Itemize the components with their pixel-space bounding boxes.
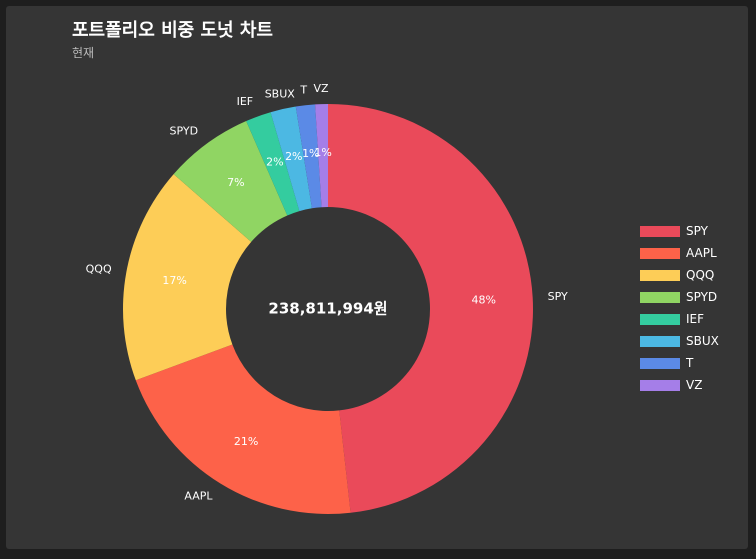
slice-ief[interactable]	[246, 112, 300, 216]
name-label-sbux: SBUX	[265, 87, 296, 100]
legend-label: QQQ	[686, 268, 715, 282]
slice-spyd[interactable]	[173, 121, 288, 242]
slice-aapl[interactable]	[135, 344, 351, 514]
legend-swatch	[640, 357, 680, 369]
name-label-ief: IEF	[237, 95, 254, 108]
legend-item-spyd[interactable]: SPYD	[640, 286, 740, 308]
slice-t[interactable]	[295, 104, 322, 209]
legend-swatch	[640, 335, 680, 347]
name-label-spyd: SPYD	[170, 124, 199, 137]
pct-label-sbux: 2%	[285, 150, 302, 163]
legend-label: AAPL	[686, 246, 717, 260]
chart-title: 포트폴리오 비중 도넛 차트	[72, 20, 273, 41]
legend-swatch	[640, 247, 680, 259]
name-label-aapl: AAPL	[184, 489, 213, 502]
legend-item-aapl[interactable]: AAPL	[640, 242, 740, 264]
slice-spy[interactable]	[328, 104, 533, 513]
name-label-spy: SPY	[548, 290, 568, 303]
name-label-qqq: QQQ	[86, 262, 112, 275]
legend-label: SPYD	[686, 290, 718, 304]
pct-label-qqq: 17%	[162, 274, 186, 287]
legend-label: T	[686, 356, 694, 370]
chart-subtitle: 현재	[72, 46, 95, 60]
slice-vz[interactable]	[315, 104, 328, 208]
legend-item-spy[interactable]: SPY	[640, 220, 740, 242]
pct-label-vz: 1%	[314, 146, 331, 159]
slice-sbux[interactable]	[270, 106, 312, 212]
legend-swatch	[640, 225, 680, 237]
pct-label-spy: 48%	[472, 293, 496, 306]
legend-swatch	[640, 379, 680, 391]
pct-label-spyd: 7%	[227, 176, 244, 189]
legend-label: VZ	[686, 378, 703, 392]
pct-label-aapl: 21%	[234, 435, 258, 448]
name-label-t: T	[299, 83, 307, 96]
legend-label: SBUX	[686, 334, 719, 348]
legend-swatch	[640, 269, 680, 281]
legend: SPY AAPL QQQ SPYD IEF SBUX T VZ	[640, 220, 740, 396]
pct-label-ief: 2%	[266, 155, 283, 168]
legend-item-qqq[interactable]: QQQ	[640, 264, 740, 286]
legend-item-sbux[interactable]: SBUX	[640, 330, 740, 352]
center-total-label: 238,811,994원	[268, 300, 387, 318]
name-label-vz: VZ	[314, 82, 330, 95]
legend-item-vz[interactable]: VZ	[640, 374, 740, 396]
legend-label: SPY	[686, 224, 708, 238]
legend-item-ief[interactable]: IEF	[640, 308, 740, 330]
slice-qqq[interactable]	[122, 174, 252, 381]
legend-item-t[interactable]: T	[640, 352, 740, 374]
legend-swatch	[640, 291, 680, 303]
legend-label: IEF	[686, 312, 705, 326]
pct-label-t: 1%	[302, 147, 319, 160]
legend-swatch	[640, 313, 680, 325]
